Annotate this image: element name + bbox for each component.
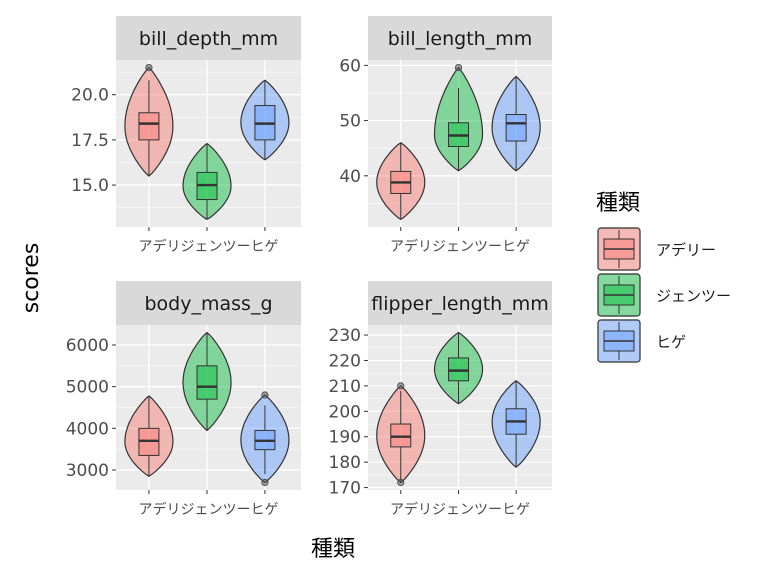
strip-background [368, 16, 552, 60]
y-tick-label: 4000 [66, 419, 109, 439]
x-tick-label: アデリジェンツーヒゲ [139, 238, 279, 255]
box [448, 357, 470, 382]
box [505, 114, 527, 142]
strip-title: body_mass_g [145, 293, 273, 315]
strip-title: flipper_length_mm [371, 293, 548, 315]
y-tick-label: 210 [329, 377, 361, 397]
facet-panel: flipper_length_mm 170 180 190 200 210 220 230 アデ… [329, 281, 552, 518]
x-tick-label: アデリジェンツーヒゲ [139, 501, 279, 518]
facet-panel: bill_depth_mm 15.0 17.5 20.0 アデリジェンツーヒゲ [71, 16, 301, 255]
outlier-point [145, 63, 153, 72]
strip-title: bill_depth_mm [139, 28, 278, 50]
y-tick-label: 20.0 [71, 86, 109, 106]
strip-title: bill_length_mm [388, 28, 532, 50]
facet-panels: bill_depth_mm15.017.520.0アデリジェンツーヒゲbill_… [66, 16, 552, 518]
legend-label: ジェンツー [656, 287, 731, 305]
y-tick-label: 50 [339, 112, 361, 132]
strip-background [116, 16, 301, 60]
x-axis-title: 種類 [311, 537, 355, 562]
legend-title: 種類 [596, 191, 640, 216]
facet-panel: body_mass_g 3000 4000 5000 6000 アデリジェンツーヒゲ [66, 281, 301, 518]
y-tick-label: 15.0 [71, 176, 109, 196]
y-tick-label: 220 [329, 351, 361, 371]
violin [124, 395, 174, 478]
y-axis-title: scores [19, 243, 44, 314]
y-tick-label: 17.5 [71, 131, 109, 151]
y-tick-label: 60 [339, 56, 361, 76]
legend-label: ヒゲ [656, 333, 686, 351]
y-tick-label: 3000 [66, 461, 109, 481]
y-tick-label: 180 [329, 453, 361, 473]
violin [240, 79, 290, 161]
y-tick-label: 40 [339, 167, 361, 187]
outlier-point [261, 478, 269, 487]
strip-background [116, 281, 301, 325]
outlier-point [397, 478, 405, 487]
box [138, 112, 160, 141]
x-tick-label: アデリジェンツーヒゲ [390, 501, 530, 518]
y-tick-label: 230 [329, 326, 361, 346]
x-tick-label: アデリジェンツーヒゲ [390, 238, 530, 255]
outlier-point [397, 382, 405, 390]
strip-background [368, 281, 552, 325]
y-tick-label: 5000 [66, 378, 109, 398]
outlier-point [454, 63, 463, 72]
y-tick-label: 200 [329, 402, 361, 422]
y-tick-label: 6000 [66, 336, 109, 356]
box [196, 365, 218, 400]
facet-panel: bill_length_mm 40 50 60 アデリジェンツーヒゲ [339, 16, 552, 255]
legend-label: アデリー [656, 241, 716, 259]
outlier-point [261, 391, 269, 399]
y-tick-label: 170 [329, 479, 361, 499]
box [390, 423, 412, 448]
y-tick-label: 190 [329, 428, 361, 448]
violin [491, 380, 541, 468]
